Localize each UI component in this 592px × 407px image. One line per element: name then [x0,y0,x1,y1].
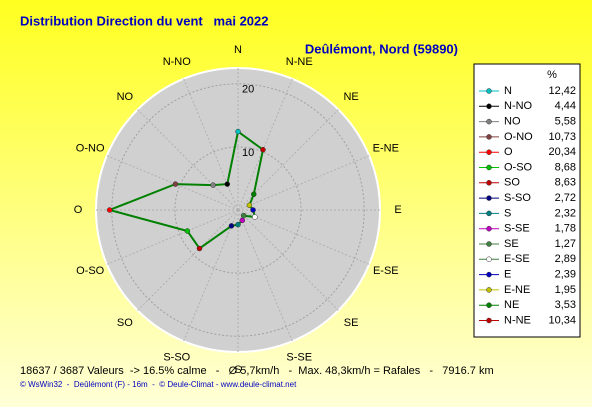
data-point [172,181,179,187]
r-tick-label: 10 [242,147,254,159]
direction-label: O [74,204,83,216]
legend-value: 2,89 [555,253,576,265]
data-point [106,207,113,213]
direction-label: N-NE [286,56,313,68]
legend-value: 10,73 [548,131,576,143]
data-point [228,223,235,229]
legend-value: 12,42 [548,85,576,97]
legend-marker [486,302,492,308]
legend-marker [486,164,492,171]
data-point [250,207,256,213]
legend-label: O-SO [504,161,533,173]
legend-label: N-NE [504,314,531,326]
direction-label: NO [117,91,134,103]
data-point [251,191,257,197]
legend-value: 20,34 [548,146,576,158]
footer: 18637 / 3687 Valeurs -> 16.5% calme - Ø … [20,365,494,377]
legend-label: E-SE [504,253,530,265]
data-point [239,217,246,224]
direction-label: SE [344,317,359,329]
legend-label: NE [504,299,519,311]
legend-marker [486,195,492,201]
data-point [252,214,258,220]
legend-label: E-NE [504,284,530,296]
legend-value: 8,63 [555,177,576,189]
legend-value: 1,78 [555,223,576,235]
direction-label: O-SO [76,265,105,277]
data-point [196,245,203,252]
data-point [260,146,266,153]
legend-marker [486,271,492,278]
direction-label: N-NO [163,56,192,68]
direction-label: S-SO [163,352,190,364]
legend-marker [486,134,492,140]
direction-label: N [234,44,242,56]
legend-value: 3,53 [555,299,576,311]
legend-marker [486,88,492,94]
direction-label: S [234,364,241,376]
legend-value: 8,68 [555,161,576,173]
legend-label: SE [504,238,519,250]
legend-value: 2,39 [555,269,576,281]
r-tick-label: 20 [242,84,254,96]
direction-label: E-SE [373,265,399,277]
legend-value: 2,72 [555,192,576,204]
legend-label: S-SO [504,192,531,204]
legend-value: 2,32 [555,207,576,219]
direction-label: E [394,204,401,216]
legend-label: N-NO [504,100,533,112]
legend-value: 5,58 [555,116,576,128]
legend-marker [486,180,492,186]
legend-label: S-SE [504,223,530,235]
grid-ring [174,146,302,274]
legend-value: 1,27 [555,238,576,250]
direction-label: E-NE [373,143,399,155]
legend-value: 4,44 [555,100,576,112]
legend-marker [486,256,492,263]
legend-label: E [504,269,511,281]
chart-subtitle: Deûlémont, Nord (59890) [305,41,458,56]
legend-label: N [504,85,512,97]
direction-label: O-NO [76,143,105,155]
data-point [210,182,216,188]
credit: © WsWin32 - Deûlémont (F) - 16m - © Deul… [20,380,297,389]
legend-label: O-NO [504,131,533,143]
chart-title: Distribution Direction du vent mai 2022 [20,13,269,28]
legend-marker [486,317,492,324]
legend-label: S [504,207,511,219]
data-point [224,181,231,187]
direction-label: S-SE [286,352,312,364]
legend-marker [486,287,492,293]
direction-label: NE [343,91,358,103]
legend-label: NO [504,116,521,128]
legend-value: 10,34 [548,314,576,326]
legend-box [473,63,581,338]
legend-marker [486,210,492,217]
legend-value: 1,95 [555,284,576,296]
legend-label: O [504,146,513,158]
legend-marker [486,241,492,247]
legend-marker [486,149,492,155]
legend-title: % [547,69,557,81]
legend-marker [486,103,492,110]
direction-label: SO [117,317,133,329]
legend-label: SO [504,177,520,189]
legend-marker [486,225,492,232]
data-point [235,221,241,228]
data-point [246,202,253,209]
legend-marker [486,118,492,125]
data-point [240,212,247,219]
data-point [184,228,191,234]
data-point [235,128,241,135]
